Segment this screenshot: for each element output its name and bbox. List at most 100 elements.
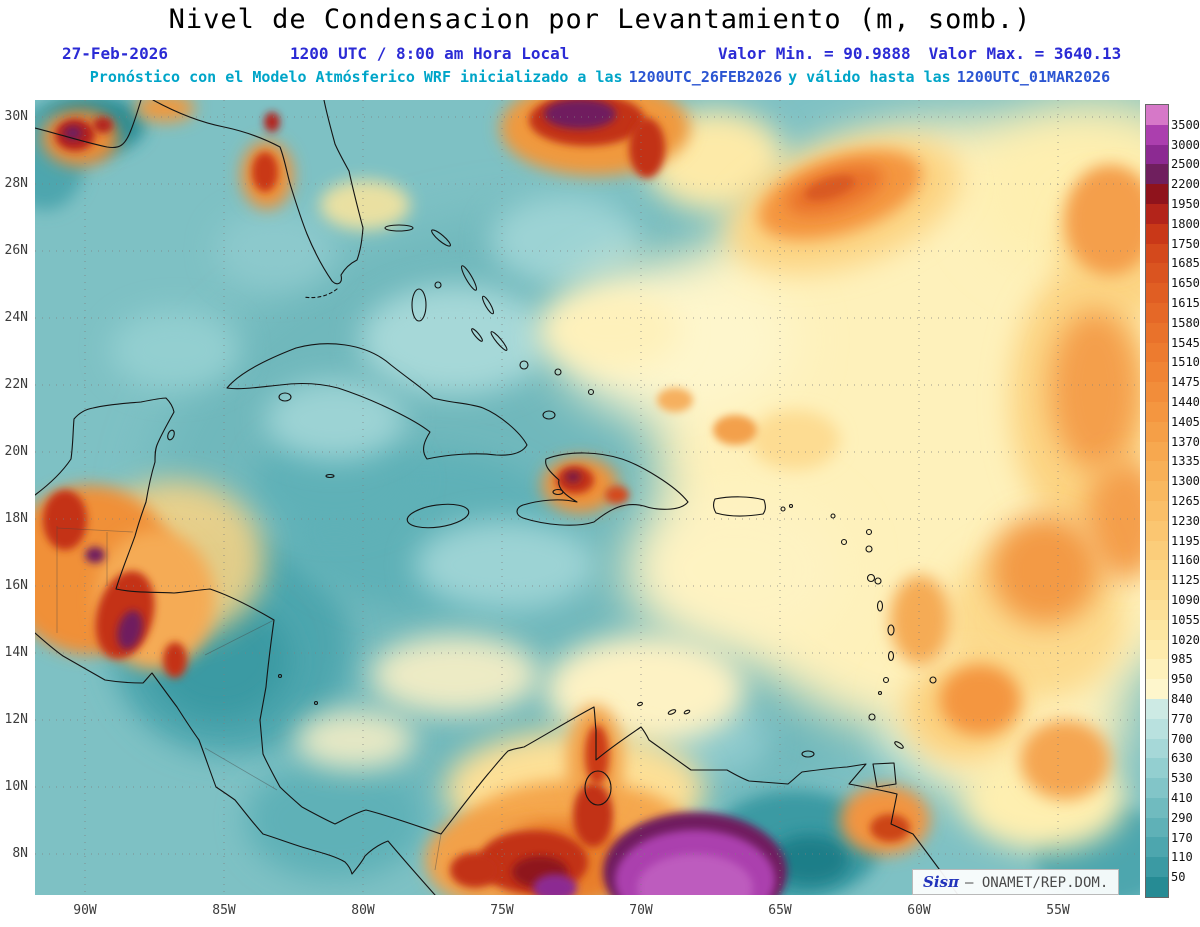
lon-tick-label: 55W: [1046, 903, 1070, 918]
lat-tick-label: 12N: [4, 712, 28, 727]
colorbar-tick-label: 1055: [1171, 612, 1200, 627]
colorbar-tick-label: 1545: [1171, 335, 1200, 350]
lat-axis: 30N 28N 26N 24N 22N 20N 18N 16N 14N 12N 10N 8N: [0, 100, 31, 895]
colorbar-tick-label: 1125: [1171, 573, 1200, 588]
colorbar-tick-label: 1405: [1171, 414, 1200, 429]
lon-tick-label: 70W: [629, 903, 653, 918]
colorbar-segment: [1146, 283, 1168, 303]
colorbar-segment: [1146, 797, 1168, 818]
colorbar-tick-label: 1335: [1171, 454, 1200, 469]
colorbar-segment: [1146, 441, 1168, 462]
header-date: 27-Feb-2026: [62, 44, 168, 63]
lon-tick-label: 80W: [351, 903, 375, 918]
header-time: 1200 UTC / 8:00 am Hora Local: [290, 44, 570, 63]
colorbar-segment: [1146, 619, 1168, 640]
colorbar-segment: [1146, 263, 1168, 284]
forecast-line: Pronóstico con el Modelo Atmósferico WRF…: [0, 68, 1200, 86]
colorbar-segment: [1146, 223, 1168, 244]
lon-tick-label: 65W: [768, 903, 792, 918]
watermark-credit: – ONAMET/REP.DOM.: [964, 875, 1109, 891]
colorbar-tick-label: 2200: [1171, 177, 1200, 192]
forecast-valid-date: 1200UTC_01MAR2026: [956, 68, 1111, 86]
colorbar-tick-label: 2500: [1171, 157, 1200, 172]
lat-tick-label: 26N: [4, 243, 28, 258]
colorbar-swatches: [1146, 105, 1168, 897]
lat-tick-label: 18N: [4, 511, 28, 526]
lat-tick-label: 22N: [4, 377, 28, 392]
colorbar-segment: [1146, 342, 1168, 363]
colorbar-tick-label: 3500: [1171, 117, 1200, 132]
colorbar-segment: [1146, 857, 1168, 878]
colorbar-segment: [1146, 203, 1168, 224]
colorbar-tick-label: 1160: [1171, 553, 1200, 568]
colorbar-segment: [1146, 243, 1168, 264]
colorbar-segment: [1146, 401, 1168, 422]
lon-tick-label: 85W: [212, 903, 236, 918]
lon-tick-label: 75W: [490, 903, 514, 918]
colorbar-tick-label: 840: [1171, 692, 1193, 706]
colorbar-tick-label: 1090: [1171, 593, 1200, 607]
colorbar-tick-label: 50: [1171, 870, 1186, 885]
colorbar-segment: [1146, 778, 1168, 798]
lon-axis: 90W 85W 80W 75W 70W 65W 60W 55W: [35, 903, 1140, 921]
colorbar-tick-label: 1195: [1171, 533, 1200, 548]
colorbar-tick-label: 1650: [1171, 276, 1200, 291]
colorbar-tick-label: 1950: [1171, 197, 1200, 211]
colorbar-segment: [1146, 698, 1168, 719]
colorbar-labels: 3500 3000 2500 2200 1950 1800 1750 1685 1650 1615…: [1171, 105, 1200, 897]
colorbar-tick-label: 985: [1171, 652, 1193, 667]
colorbar-tick-label: 1370: [1171, 434, 1200, 449]
colorbar-tick-label: 530: [1171, 771, 1193, 786]
colorbar-segment: [1146, 124, 1168, 145]
watermark-brand: Sisπ: [923, 873, 959, 891]
lon-tick-label: 90W: [73, 903, 97, 918]
colorbar-segment: [1146, 599, 1168, 620]
forecast-prefix: Pronóstico con el Modelo Atmósferico WRF…: [89, 68, 623, 86]
colorbar-segment: [1146, 758, 1168, 779]
map-area: [35, 100, 1140, 895]
colorbar-segment: [1146, 817, 1168, 838]
colorbar-segment: [1146, 144, 1168, 165]
colorbar-tick-label: 770: [1171, 711, 1193, 726]
watermark: Sisπ – ONAMET/REP.DOM.: [912, 869, 1120, 895]
colorbar-tick-label: 1580: [1171, 315, 1200, 330]
colorbar-tick-label: 950: [1171, 672, 1193, 687]
colorbar-segment: [1146, 382, 1168, 402]
value-min: Valor Min. = 90.9888: [718, 44, 911, 63]
colorbar-segment: [1146, 481, 1168, 501]
coastlines: [35, 100, 959, 895]
header-minmax: Valor Min. = 90.9888 Valor Max. = 3640.13: [718, 44, 1121, 63]
lat-tick-label: 20N: [4, 444, 28, 459]
colorbar-tick-label: 1800: [1171, 216, 1200, 231]
weather-map: [35, 100, 1140, 895]
lon-tick-label: 60W: [907, 903, 931, 918]
colorbar-tick-label: 410: [1171, 791, 1193, 805]
colorbar-segment: [1146, 302, 1168, 323]
colorbar-tick-label: 1440: [1171, 395, 1200, 409]
page-title: Nivel de Condensacion por Levantamiento …: [168, 4, 1032, 35]
colorbar-segment: [1146, 877, 1168, 897]
colorbar-tick-label: 290: [1171, 810, 1193, 825]
colorbar-tick-label: 1020: [1171, 632, 1200, 647]
colorbar: [1145, 104, 1169, 898]
colorbar-segment: [1146, 580, 1168, 600]
colorbar-segment: [1146, 461, 1168, 482]
colorbar-tick-label: 170: [1171, 830, 1193, 845]
colorbar-tick-label: 630: [1171, 751, 1193, 766]
colorbar-tick-label: 1230: [1171, 513, 1200, 528]
colorbar-segment: [1146, 105, 1168, 125]
contour-field: [35, 100, 1140, 895]
lat-tick-label: 30N: [4, 109, 28, 124]
forecast-init-date: 1200UTC_26FEB2026: [628, 68, 783, 86]
colorbar-tick-label: 1300: [1171, 474, 1200, 489]
colorbar-segment: [1146, 718, 1168, 739]
colorbar-segment: [1146, 639, 1168, 660]
colorbar-tick-label: 1475: [1171, 375, 1200, 390]
colorbar-segment: [1146, 679, 1168, 699]
colorbar-tick-label: 1615: [1171, 296, 1200, 310]
colorbar-segment: [1146, 837, 1168, 858]
lat-tick-label: 16N: [4, 578, 28, 593]
colorbar-segment: [1146, 738, 1168, 759]
colorbar-tick-label: 1750: [1171, 236, 1200, 251]
